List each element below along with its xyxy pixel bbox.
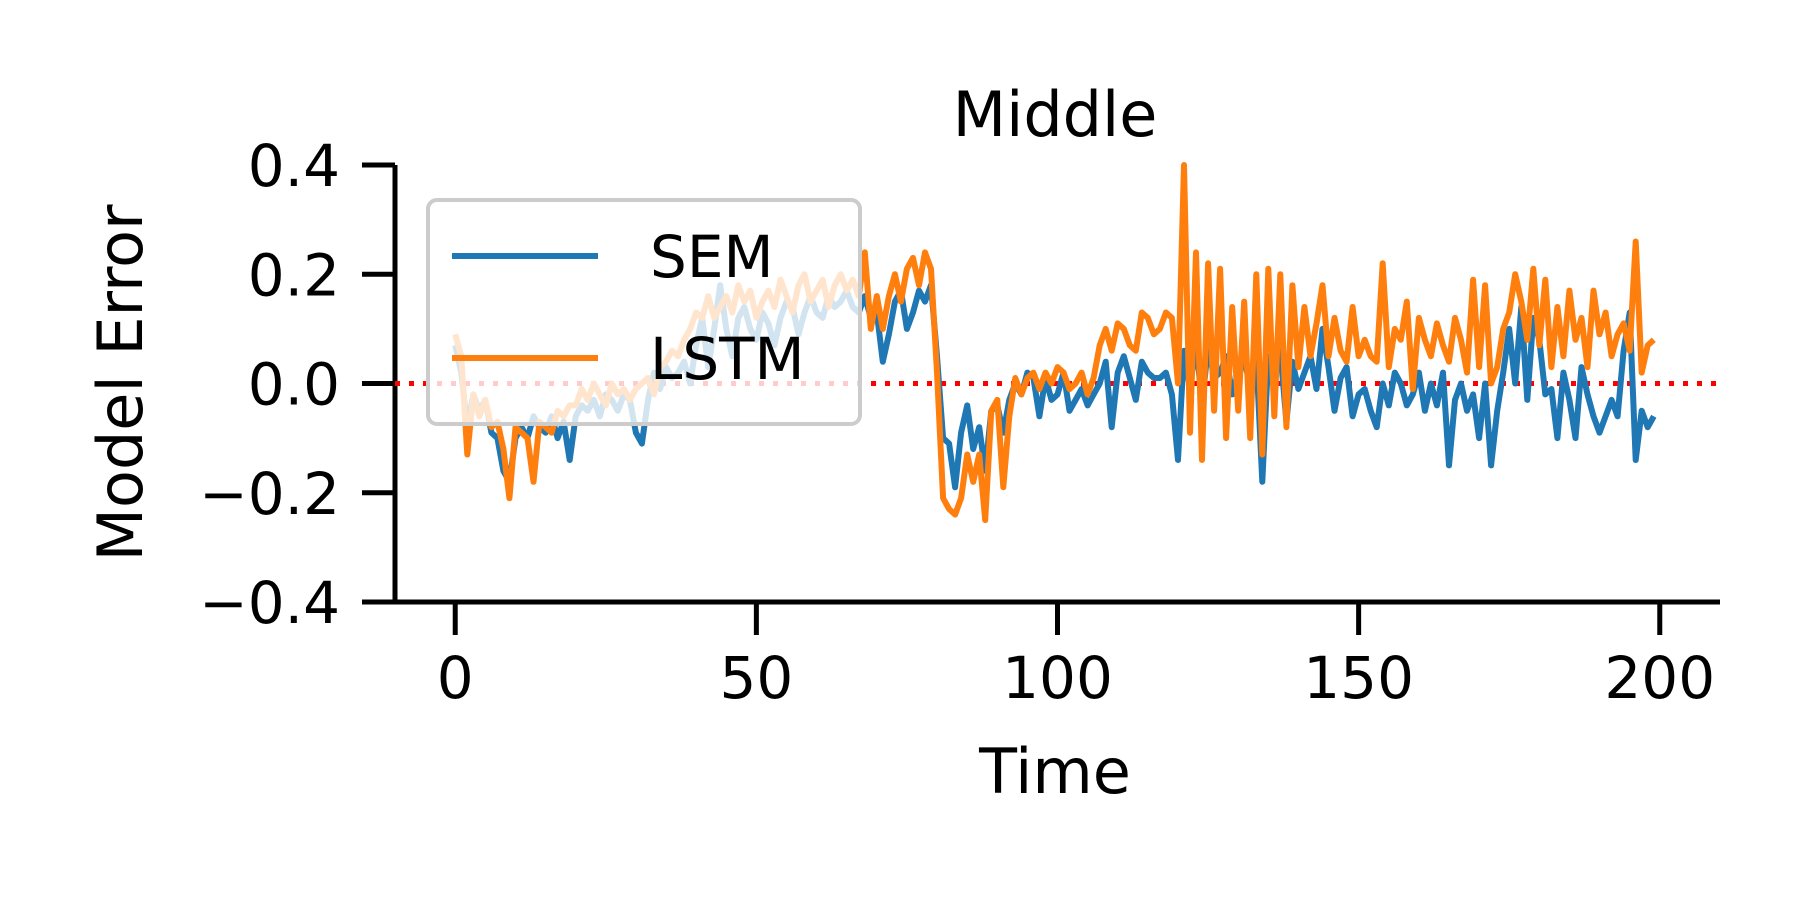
chart-title: Middle (953, 78, 1158, 151)
x-tick-label: 50 (719, 644, 793, 712)
legend-label-lstm: LSTM (650, 325, 805, 393)
x-tick-label: 150 (1303, 644, 1414, 712)
y-tick-label: −0.2 (199, 460, 340, 528)
x-tick-label: 200 (1604, 644, 1715, 712)
y-tick-label: −0.4 (199, 569, 340, 637)
legend-label-sem: SEM (650, 223, 774, 291)
y-tick-label: 0.4 (248, 132, 340, 200)
y-tick-label: 0.2 (248, 241, 340, 309)
x-tick-label: 100 (1002, 644, 1113, 712)
legend: SEM LSTM (426, 198, 862, 426)
x-axis-title: Time (978, 735, 1131, 808)
y-tick-label: 0.0 (248, 351, 340, 419)
x-tick-label: 0 (437, 644, 474, 712)
y-axis-title: Model Error (84, 204, 157, 561)
